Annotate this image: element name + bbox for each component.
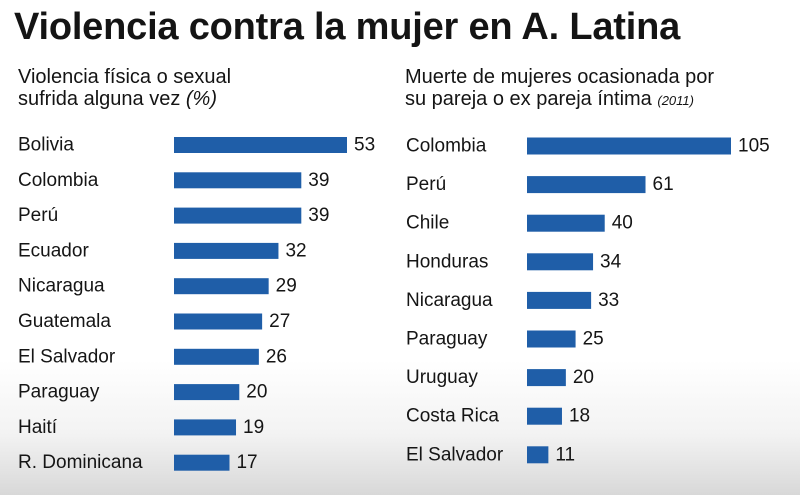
left-subtitle-line2-text: sufrida alguna vez	[18, 88, 186, 110]
right-category-label: Paraguay	[406, 329, 488, 350]
left-bar	[174, 207, 302, 224]
left-category-label: Colombia	[18, 170, 99, 191]
left-subtitle-unit: (%)	[185, 88, 217, 110]
right-category-label: Uruguay	[406, 367, 478, 388]
left-category-label: Haití	[18, 417, 58, 438]
right-value-label: 25	[583, 329, 604, 350]
right-category-label: Colombia	[406, 136, 487, 157]
left-bar	[174, 137, 347, 153]
left-value-label: 29	[276, 276, 297, 297]
left-bar	[174, 278, 269, 295]
right-value-label: 18	[569, 406, 590, 427]
left-category-label: R. Dominicana	[18, 452, 143, 473]
right-bar	[527, 369, 566, 387]
right-bar	[527, 137, 731, 155]
right-value-label: 105	[738, 136, 770, 157]
left-value-label: 39	[308, 205, 329, 226]
left-bar	[174, 454, 230, 471]
right-bar	[527, 330, 576, 348]
right-category-label: Perú	[406, 174, 446, 195]
left-value-label: 27	[269, 311, 290, 332]
left-value-label: 17	[236, 452, 257, 473]
left-category-label: Guatemala	[18, 311, 111, 332]
left-value-label: 20	[246, 382, 267, 403]
right-category-label: Chile	[406, 213, 449, 234]
left-bar	[174, 242, 279, 259]
left-bar-chart: Bolivia 53 Colombia 39 Perú 39 Ecuador 32 Nicara…	[18, 135, 375, 474]
right-value-label: 40	[612, 213, 633, 234]
left-bar	[174, 419, 237, 436]
right-bar	[527, 253, 594, 271]
left-bar	[174, 348, 259, 365]
right-value-label: 61	[653, 174, 674, 195]
left-value-label: 32	[285, 240, 306, 261]
left-subtitle-line2: sufrida alguna vez (%)	[18, 88, 388, 110]
right-value-label: 20	[573, 367, 594, 388]
right-category-label: Honduras	[406, 251, 488, 272]
right-subtitle-line2: su pareja o ex pareja íntima (2011)	[405, 88, 795, 112]
left-value-label: 53	[354, 135, 375, 156]
right-category-label: El Salvador	[406, 444, 504, 465]
left-subtitle-line1: Violencia física o sexual	[18, 66, 232, 88]
right-value-label: 34	[600, 251, 622, 272]
left-category-label: Perú	[18, 205, 58, 226]
left-bar	[174, 384, 240, 401]
left-value-label: 26	[266, 346, 287, 367]
right-subtitle-line1: Muerte de mujeres ocasionada por	[405, 66, 715, 88]
right-bar	[527, 176, 646, 194]
right-bar-chart: Colombia 105 Perú 61 Chile 40 Honduras 34 Nicara…	[406, 136, 770, 466]
right-bar	[527, 407, 562, 425]
right-subtitle-line2-text: su pareja o ex pareja íntima	[405, 88, 658, 110]
right-bar	[527, 291, 592, 309]
left-category-label: Paraguay	[18, 382, 100, 403]
right-value-label: 11	[555, 444, 575, 465]
right-subtitle-year: (2011)	[657, 93, 694, 108]
chart-title: Violencia contra la mujer en A. Latina	[14, 6, 681, 48]
right-category-label: Nicaragua	[406, 290, 493, 311]
right-category-label: Costa Rica	[406, 406, 499, 427]
right-bar	[527, 214, 605, 232]
left-bar	[174, 172, 302, 189]
left-chart-subtitle: Violencia física o sexual sufrida alguna…	[18, 66, 388, 110]
right-value-label: 33	[598, 290, 619, 311]
right-chart-subtitle: Muerte de mujeres ocasionada por su pare…	[405, 66, 795, 112]
left-category-label: Nicaragua	[18, 276, 105, 297]
right-bar	[527, 446, 549, 464]
left-value-label: 19	[243, 417, 264, 438]
left-category-label: Ecuador	[18, 240, 89, 261]
left-bar	[174, 313, 263, 330]
left-category-label: El Salvador	[18, 346, 116, 367]
left-category-label: Bolivia	[18, 135, 74, 156]
left-value-label: 39	[308, 170, 329, 191]
